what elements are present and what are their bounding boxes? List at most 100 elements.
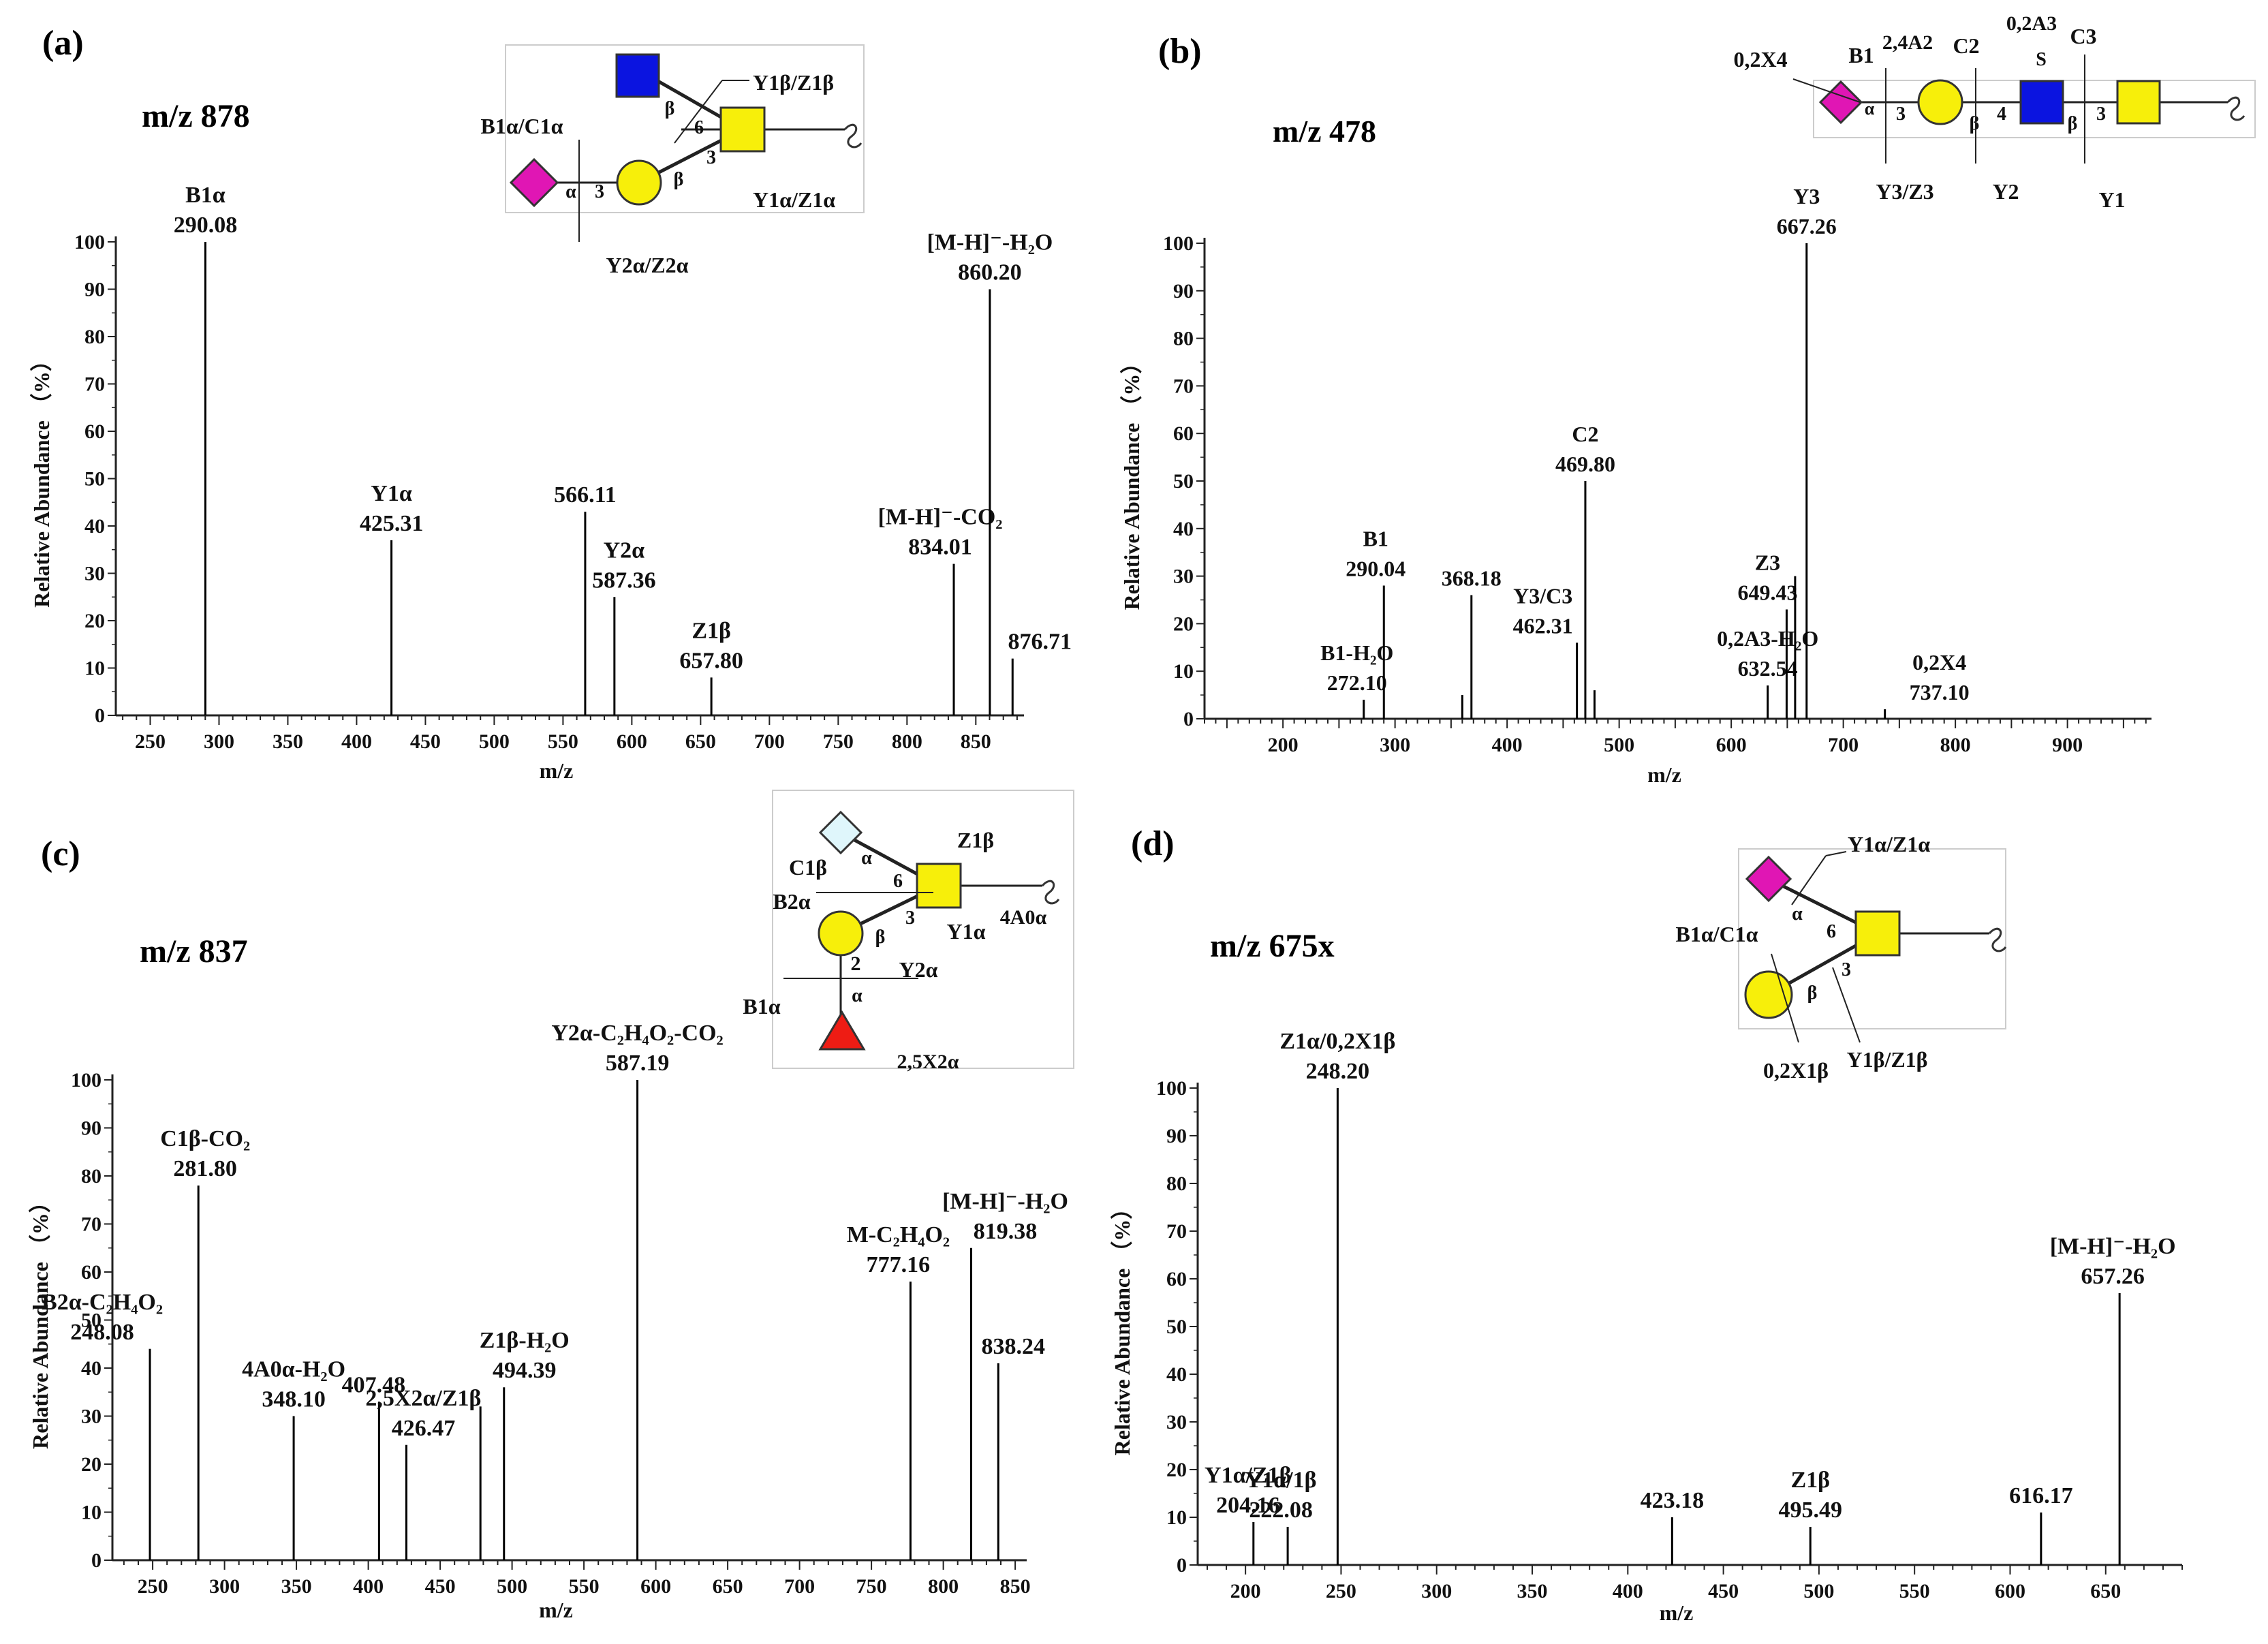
reducing-end-icon <box>1988 927 2007 952</box>
x-tick-label: 250 <box>1326 1580 1356 1602</box>
structure-label: 2 <box>851 952 861 975</box>
y-axis-title: Relative Abundance （%） <box>1119 352 1144 610</box>
peak-mz-label: 462.31 <box>1513 613 1573 638</box>
y-tick-label: 100 <box>74 231 105 253</box>
peak-ion-label: 2,5X2α/Z1β <box>365 1386 481 1411</box>
square-icon <box>2019 80 2064 125</box>
peak-ion-label: Z1α/0,2X1β <box>1279 1029 1395 1054</box>
x-tick-label: 700 <box>1828 734 1859 756</box>
structure-label: 3 <box>905 908 915 929</box>
peak-ion-label: Y1α/1β <box>1245 1468 1317 1493</box>
square-icon <box>615 53 660 98</box>
panel-letter: (c) <box>41 835 80 873</box>
peak-mz-label: 469.80 <box>1555 452 1615 476</box>
x-tick-label: 850 <box>961 730 991 753</box>
x-tick-label: 400 <box>341 730 372 753</box>
precursor-label: m/z 675x <box>1210 928 1335 964</box>
bond-line <box>1832 967 1861 1043</box>
structure-frame <box>505 44 865 213</box>
y-axis-title: Relative Abundance （%） <box>29 350 54 608</box>
peak-mz-label: 204.16 <box>1216 1493 1280 1518</box>
peak-mz-label: 495.49 <box>1778 1498 1842 1523</box>
peak-ion-label: [M-H]⁻-H₂O <box>927 230 1053 255</box>
panel-letter: (d) <box>1131 824 1175 863</box>
circle-icon <box>1744 970 1793 1019</box>
x-axis-title: m/z <box>540 758 574 783</box>
y-tick-label: 20 <box>81 1453 102 1476</box>
structure-label: Y1β/Z1β <box>753 70 834 95</box>
x-tick-label: 650 <box>685 730 716 753</box>
y-tick-label: 70 <box>1173 375 1194 397</box>
bond-line <box>674 80 723 144</box>
y-tick-label: 60 <box>1166 1268 1187 1290</box>
x-tick-label: 200 <box>1268 734 1299 756</box>
y-tick-label: 70 <box>84 373 105 396</box>
peak-mz-label: 248.20 <box>1306 1059 1370 1084</box>
y-tick-label: 10 <box>1173 660 1194 683</box>
peak-mz-label: 566.11 <box>554 482 617 508</box>
structure-label: β <box>875 927 886 948</box>
y-tick-label: 10 <box>84 657 105 680</box>
structure-label: 0,2X4 <box>1733 47 1787 72</box>
peak-mz-label: 423.18 <box>1641 1488 1705 1513</box>
peak-ion-label: C2 <box>1572 422 1598 446</box>
y-tick-label: 30 <box>81 1406 102 1428</box>
peak-mz-label: 587.19 <box>606 1051 670 1076</box>
x-tick-label: 600 <box>1716 734 1747 756</box>
x-tick-label: 450 <box>410 730 441 753</box>
x-tick-label: 300 <box>1380 734 1410 756</box>
y-tick-label: 0 <box>1183 708 1194 730</box>
triangle-icon <box>818 1010 866 1051</box>
y-tick-label: 40 <box>1166 1363 1187 1386</box>
peak-mz-label: 348.10 <box>262 1387 326 1412</box>
peak-ion-label: Z1β <box>1790 1468 1830 1493</box>
peak-ion-label: B2α-C₂H₄O₂ <box>42 1290 163 1315</box>
peak-mz-label: 425.31 <box>360 511 424 536</box>
y-tick-label: 90 <box>84 279 105 301</box>
peak-mz-label: 632.54 <box>1738 656 1798 681</box>
peak-ion-label: C1β-CO₂ <box>160 1126 250 1151</box>
x-tick-label: 800 <box>892 730 922 753</box>
y-tick-label: 40 <box>81 1357 102 1380</box>
x-tick-label: 550 <box>548 730 578 753</box>
x-tick-label: 550 <box>1899 1580 1930 1602</box>
peak-mz-label: 819.38 <box>974 1219 1038 1244</box>
x-axis-title: m/z <box>1660 1600 1694 1625</box>
peak-ion-label: 0,2X4 <box>1912 650 1966 674</box>
y-tick-label: 50 <box>84 468 105 491</box>
x-tick-label: 650 <box>713 1575 743 1598</box>
structure-label: α <box>1865 99 1875 119</box>
precursor-label: m/z 837 <box>140 933 248 970</box>
peak-ion-label: B1α <box>185 183 226 208</box>
y-tick-label: 50 <box>81 1309 102 1332</box>
structure-label: 3 <box>1842 959 1851 980</box>
diamond-icon <box>509 157 559 208</box>
peak-mz-label: 876.71 <box>1008 630 1072 655</box>
peak-ion-label: Y3 <box>1793 184 1820 208</box>
structure-label: Y1α/Z1α <box>1848 832 1930 856</box>
x-tick-label: 300 <box>209 1575 240 1598</box>
structure-label: Y3/Z3 <box>1876 179 1933 204</box>
x-tick-label: 300 <box>1421 1580 1452 1602</box>
structure-label: 2,4A2 <box>1882 31 1933 54</box>
y-tick-label: 80 <box>84 326 105 348</box>
structure-label: β <box>674 169 684 190</box>
x-tick-label: 500 <box>479 730 510 753</box>
square-icon <box>916 863 962 909</box>
y-tick-label: 70 <box>81 1213 102 1236</box>
structure-label: 3 <box>595 181 604 202</box>
y-tick-label: 0 <box>91 1549 102 1572</box>
peak-mz-label: 248.08 <box>70 1320 134 1345</box>
peak-ion-label: Z3 <box>1755 550 1780 574</box>
peak-mz-label: 616.17 <box>2009 1483 2073 1508</box>
peak-mz-label: 426.47 <box>392 1416 456 1441</box>
x-tick-label: 800 <box>928 1575 959 1598</box>
peak-ion-label: Y3/C3 <box>1513 583 1572 608</box>
peak-ion-label: Y1α/Z1β <box>1205 1463 1292 1488</box>
y-tick-label: 40 <box>84 515 105 538</box>
structure-label: B1α <box>743 994 780 1019</box>
x-tick-label: 900 <box>2052 734 2083 756</box>
structure-label: Y2α/Z2α <box>606 253 688 277</box>
